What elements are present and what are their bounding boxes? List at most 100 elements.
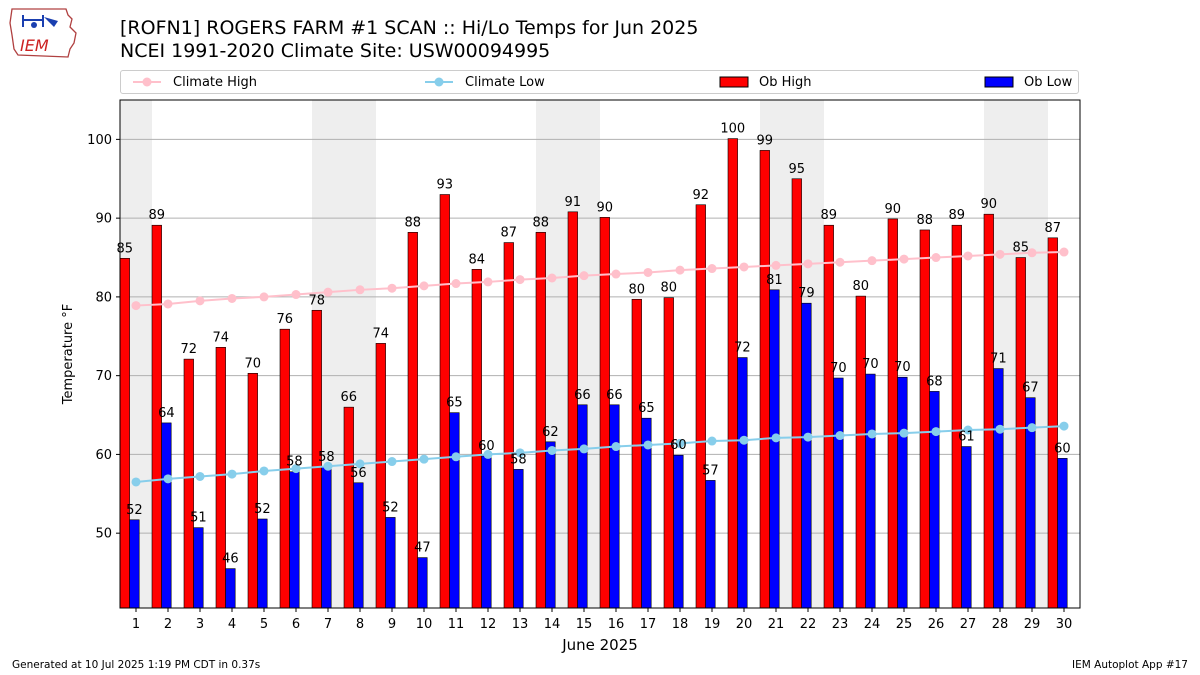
- ob-high-bar: [375, 343, 386, 609]
- ob-low-label: 79: [798, 286, 815, 301]
- ob-high-label: 89: [149, 208, 166, 223]
- y-tick-label: 60: [95, 448, 112, 463]
- ob-low-bar: [449, 412, 460, 609]
- ob-low-label: 66: [606, 388, 623, 403]
- ob-low-label: 60: [478, 439, 495, 454]
- climate-high-point: [131, 301, 141, 311]
- x-tick-label: 30: [1056, 617, 1073, 632]
- x-tick-label: 4: [228, 617, 236, 632]
- climate-high-point: [995, 249, 1005, 259]
- ob-high-label: 74: [213, 330, 230, 345]
- x-tick-label: 24: [864, 617, 881, 632]
- climate-low-line: [135, 425, 1065, 483]
- ob-low-label: 65: [638, 401, 655, 416]
- climate-high-point: [163, 299, 173, 309]
- ob-high-label: 70: [245, 356, 262, 371]
- climate-low-point: [355, 459, 365, 469]
- legend-label-ob-high: Ob High: [759, 74, 812, 90]
- climate-low-point: [611, 442, 621, 452]
- ob-low-bar: [129, 519, 140, 609]
- ob-low-bar: [257, 518, 268, 609]
- climate-lines: [131, 247, 1069, 487]
- ob-low-bar: [545, 441, 556, 609]
- ob-high-bar: [183, 358, 194, 609]
- ob-high-label: 93: [437, 178, 454, 193]
- x-tick-label: 21: [768, 617, 785, 632]
- legend-item-ob-low: Ob Low: [984, 71, 1072, 93]
- ob-high-label: 88: [405, 215, 422, 230]
- ob-high-label: 88: [917, 213, 934, 228]
- footer-app-label: IEM Autoplot App #17: [1072, 659, 1188, 671]
- y-tick-label: 70: [95, 369, 112, 384]
- climate-high-point: [483, 277, 493, 287]
- bars: [119, 138, 1068, 609]
- ob-high-bar: [759, 150, 770, 609]
- ob-high-bar: [535, 232, 546, 609]
- climate-low-point: [515, 448, 525, 458]
- x-tick-label: 26: [928, 617, 945, 632]
- ob-low-label: 58: [318, 450, 335, 465]
- legend-label-ob-low: Ob Low: [1024, 74, 1073, 90]
- ob-high-swatch: [719, 76, 749, 88]
- chart-title: [ROFN1] ROGERS FARM #1 SCAN :: Hi/Lo Tem…: [120, 17, 699, 39]
- iem-logo: IEM: [9, 8, 77, 58]
- climate-low-swatch: [425, 77, 453, 87]
- x-tick-label: 16: [608, 617, 625, 632]
- ob-low-label: 60: [670, 438, 687, 453]
- climate-low-point: [1027, 423, 1037, 433]
- x-tick-label: 12: [480, 617, 497, 632]
- x-tick-label: 3: [196, 617, 204, 632]
- climate-low-point: [675, 438, 685, 448]
- climate-low-point: [579, 444, 589, 454]
- climate-low-point: [163, 474, 173, 484]
- climate-low-point: [419, 454, 429, 464]
- climate-high-point: [323, 287, 333, 297]
- climate-high-point: [739, 262, 749, 272]
- ob-high-bar: [695, 204, 706, 609]
- ob-high-label: 95: [789, 162, 806, 177]
- x-tick-label: 7: [324, 617, 332, 632]
- ob-low-bar: [737, 357, 748, 609]
- ob-low-bar: [609, 404, 620, 609]
- ob-high-label: 99: [757, 133, 774, 148]
- climate-low-point: [483, 449, 493, 459]
- ob-low-label: 52: [382, 500, 399, 515]
- x-tick-label: 1: [132, 617, 140, 632]
- y-tick-label: 90: [95, 212, 112, 227]
- ob-high-bar: [215, 347, 226, 609]
- climate-low-point: [931, 427, 941, 437]
- x-tick-label: 11: [448, 617, 465, 632]
- ob-high-bar: [567, 211, 578, 609]
- ob-low-bar: [385, 517, 396, 609]
- climate-low-point: [963, 425, 973, 435]
- climate-low-point: [131, 477, 141, 487]
- ob-high-label: 87: [501, 226, 518, 241]
- ob-low-swatch: [984, 76, 1014, 88]
- ob-high-bar: [887, 218, 898, 609]
- climate-high-point: [227, 293, 237, 303]
- bar-value-labels: 85 89 72 74 70 76 78 66 74 88 93 84 87 88 91 90 80 80 92 10…: [117, 122, 1071, 567]
- ob-low-label: 60: [1054, 441, 1071, 456]
- x-tick-label: 2: [164, 617, 172, 632]
- x-axis: 1 2 3 4 5 6 7 8 9 10 11 12 13 14 15 16 17 18 19 20 21 22 23 24 2…: [132, 608, 1072, 632]
- ob-low-bar: [673, 454, 684, 609]
- ob-high-bar: [343, 406, 354, 609]
- ob-low-label: 56: [350, 466, 367, 481]
- ob-high-label: 76: [277, 312, 294, 327]
- x-tick-label: 18: [672, 617, 689, 632]
- ob-low-bar: [705, 480, 716, 609]
- ob-high-bar: [855, 295, 866, 609]
- ob-low-label: 72: [734, 341, 751, 356]
- y-axis: 50 60 70 80 90 100: [87, 133, 120, 542]
- y-tick-label: 80: [95, 290, 112, 305]
- climate-high-point: [451, 279, 461, 289]
- ob-high-label: 85: [117, 241, 134, 256]
- legend-label-climate-high: Climate High: [173, 74, 258, 90]
- ob-low-label: 70: [862, 357, 879, 372]
- climate-high-point: [931, 253, 941, 263]
- ob-low-label: 58: [510, 452, 527, 467]
- climate-high-point: [611, 269, 621, 279]
- ob-low-bar: [1057, 458, 1068, 609]
- climate-high-point: [419, 281, 429, 291]
- ob-low-label: 66: [574, 388, 591, 403]
